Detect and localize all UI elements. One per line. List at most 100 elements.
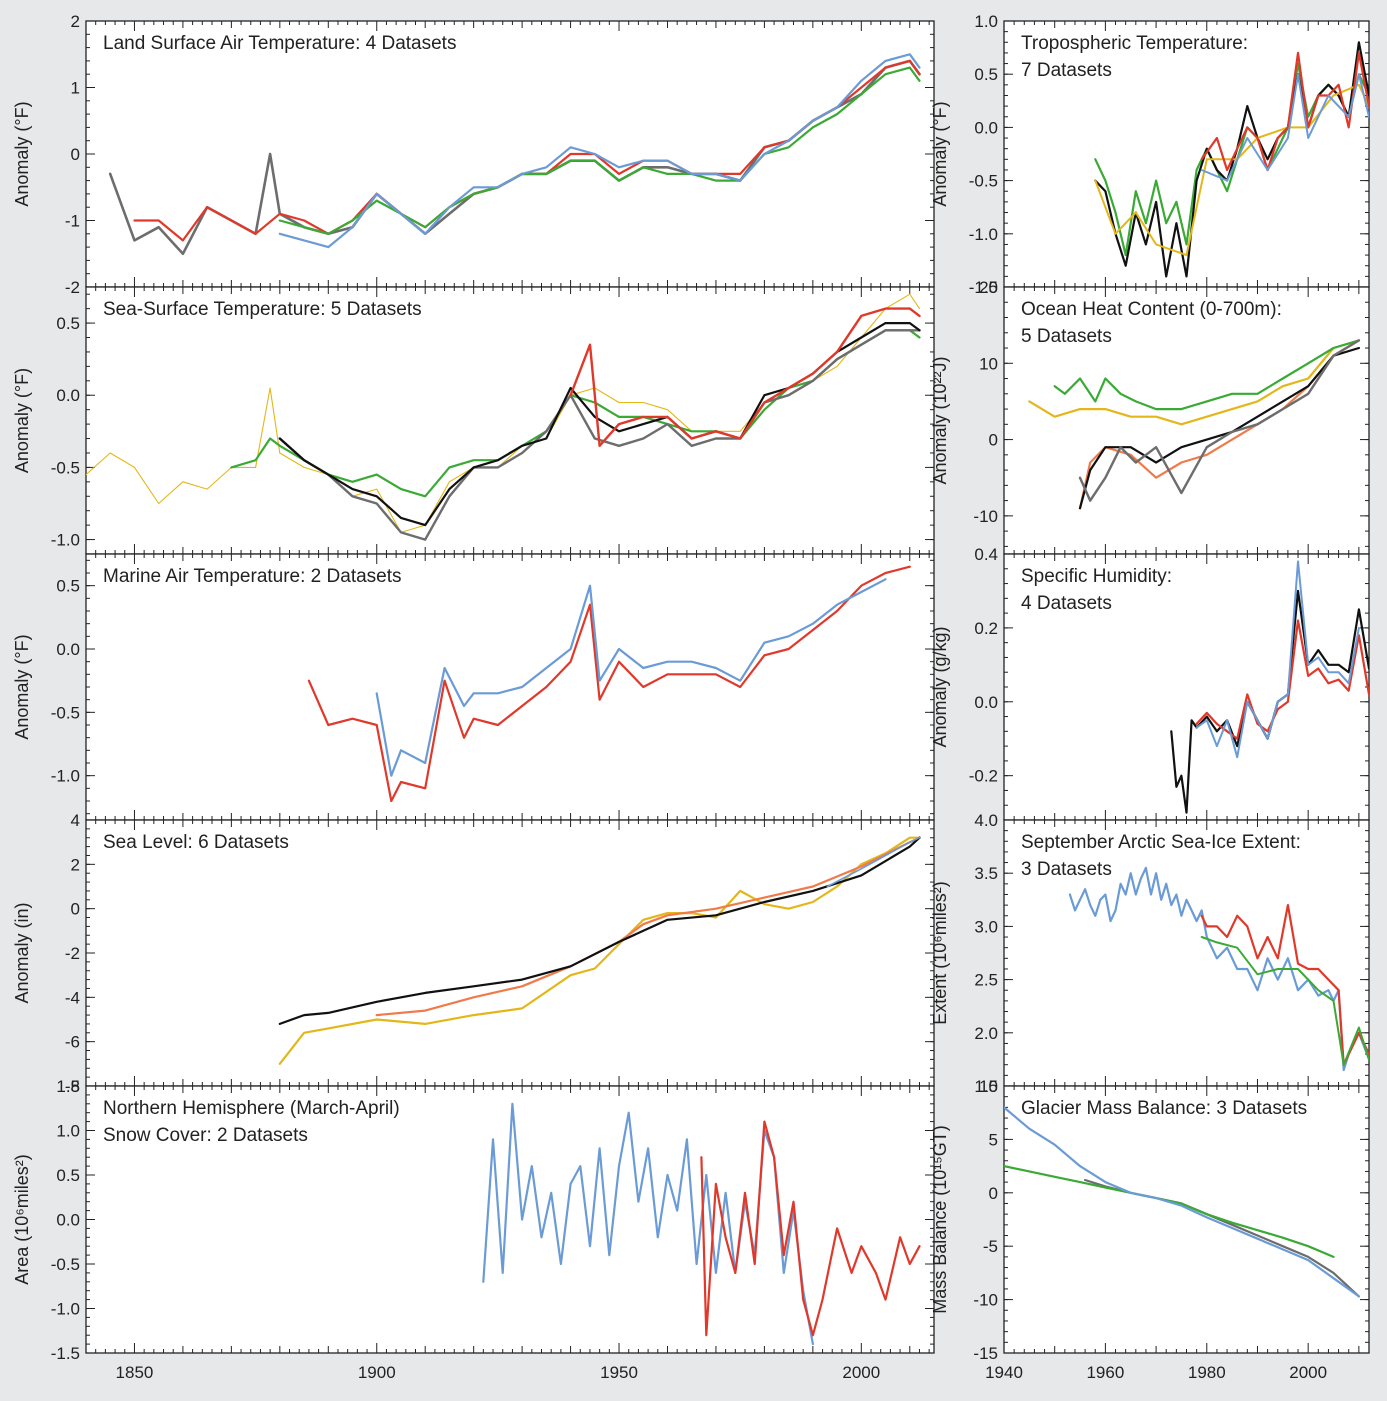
series-line-red — [1200, 51, 1369, 172]
y-axis-title-specific-humidity: Anomaly (g/kg) — [930, 626, 950, 747]
x-tick-label: 2000 — [1289, 1363, 1327, 1382]
series-line-red — [700, 1120, 921, 1337]
series-line-blue — [1068, 866, 1369, 1072]
plot-area-land-surface-air-temperature — [85, 20, 935, 288]
series-group-sea-surface-temperature — [86, 293, 921, 541]
y-tick-label: 0.0 — [56, 1211, 80, 1230]
y-tick-label: -2 — [65, 278, 80, 297]
x-ticks-ocean-heat-content — [1003, 287, 1370, 554]
series-line-green — [1053, 339, 1360, 411]
y-tick-label: -1.0 — [51, 1300, 80, 1319]
panel-nh-snow-cover: -1.5 -1.0 -0.5 0.0 0.5 1.0 1.5 Area (10⁶miles²)… — [12, 1077, 935, 1363]
y-tick-label: 0 — [71, 900, 80, 919]
plot-area-ocean-heat-content — [1003, 286, 1370, 555]
y-tick-label: 1.5 — [974, 1077, 998, 1096]
panel-title-tropospheric-temperature: Tropospheric Temperature: — [1021, 33, 1248, 54]
plot-area-sea-surface-temperature — [85, 286, 935, 555]
series-group-sea-level — [278, 836, 921, 1065]
x-ticks-nh-snow-cover — [85, 1086, 930, 1353]
y-tick-label: 1.0 — [974, 12, 998, 31]
series-line-yellow — [278, 836, 921, 1065]
y-tick-label: 10 — [979, 1077, 998, 1096]
panel-title-marine-air-temperature: Marine Air Temperature: 2 Datasets — [103, 566, 402, 587]
y-tick-label: 0 — [71, 145, 80, 164]
y-axis-title-september-arctic-sea-ice-extent: Extent (10⁶miles²) — [930, 881, 950, 1024]
y-tick-label: 0 — [989, 431, 998, 450]
y-axis-title-nh-snow-cover: Area (10⁶miles²) — [12, 1154, 32, 1284]
x-ticks-tropospheric-temperature — [1003, 21, 1370, 287]
x-tick-label: 1850 — [116, 1363, 154, 1382]
y-axis-september-arctic-sea-ice-extent: 1.5 2.0 2.5 3.0 3.5 4.0 — [974, 811, 1369, 1096]
y-tick-label: -1.0 — [51, 531, 80, 550]
series-line-green — [1200, 936, 1369, 1066]
x-tick-label: 1950 — [600, 1363, 638, 1382]
y-tick-label: -0.5 — [51, 703, 80, 722]
y-tick-label: 3.0 — [974, 917, 998, 936]
y-tick-label: -1 — [65, 212, 80, 231]
x-tick-label: 2000 — [842, 1363, 880, 1382]
series-group-land-surface-air-temperature — [108, 53, 921, 256]
x-ticks-sea-level — [85, 820, 930, 1086]
y-axis-title-glacier-mass-balance: Mass Balance (10¹⁵GT) — [930, 1125, 950, 1314]
y-axis-nh-snow-cover: -1.5 -1.0 -0.5 0.0 0.5 1.0 1.5 — [51, 1077, 934, 1363]
panel-title-tropospheric-temperature: 7 Datasets — [1021, 60, 1112, 81]
panel-title-nh-snow-cover: Northern Hemisphere (March-April) — [103, 1098, 400, 1119]
x-ticks-specific-humidity — [1003, 554, 1370, 820]
x-ticks-september-arctic-sea-ice-extent — [1003, 820, 1370, 1086]
y-tick-label: -0.5 — [51, 1255, 80, 1274]
panel-sea-surface-temperature: -1.0 -0.5 0.0 0.5 Anomaly (°F) Sea-Surface Te… — [12, 286, 935, 555]
y-tick-label: 0.0 — [974, 118, 998, 137]
y-axis-title-ocean-heat-content: Anomaly (10²²J) — [930, 356, 950, 484]
series-line-blue — [1004, 1106, 1360, 1298]
y-tick-label: 0 — [989, 1184, 998, 1203]
y-axis-title-tropospheric-temperature: Anomaly (°F) — [930, 101, 950, 206]
series-line-yellow — [1028, 339, 1360, 426]
y-tick-label: 2.5 — [974, 971, 998, 990]
x-tick-label: 1940 — [985, 1363, 1023, 1382]
y-axis-title-sea-surface-temperature: Anomaly (°F) — [12, 368, 32, 473]
panel-title-specific-humidity: Specific Humidity: — [1021, 566, 1172, 587]
y-tick-label: -10 — [973, 507, 998, 526]
x-tick-label: 1980 — [1188, 1363, 1226, 1382]
y-tick-label: 2 — [71, 855, 80, 874]
y-tick-label: 0.5 — [56, 577, 80, 596]
x-ticks-sea-surface-temperature — [85, 287, 930, 554]
panel-marine-air-temperature: -1.0 -0.5 0.0 0.5 Anomaly (°F) Marine Air Tem… — [12, 553, 935, 821]
y-tick-label: 1.5 — [56, 1077, 80, 1096]
y-axis-title-sea-level: Anomaly (in) — [12, 902, 32, 1003]
series-group-tropospheric-temperature — [1094, 41, 1369, 278]
y-tick-label: -2 — [65, 944, 80, 963]
y-tick-label: 0.4 — [974, 545, 998, 564]
series-line-red — [307, 565, 911, 803]
panel-title-ocean-heat-content: Ocean Heat Content (0-700m): — [1021, 299, 1282, 320]
panel-title-land-surface-air-temperature: Land Surface Air Temperature: 4 Datasets — [103, 33, 456, 54]
y-tick-label: -8 — [65, 1077, 80, 1096]
y-tick-label: 3.5 — [974, 864, 998, 883]
series-line-black — [1078, 346, 1360, 510]
y-axis-title-land-surface-air-temperature: Anomaly (°F) — [12, 101, 32, 206]
y-axis-ocean-heat-content: -10 0 10 20 — [973, 278, 1369, 547]
y-axis-glacier-mass-balance: -15 -10 -5 0 5 10 — [973, 1077, 1369, 1363]
series-line-blue — [1195, 560, 1360, 759]
y-tick-label: 0.5 — [56, 1166, 80, 1185]
y-tick-label: -1.0 — [969, 225, 998, 244]
panel-title-september-arctic-sea-ice-extent: September Arctic Sea-Ice Extent: — [1021, 832, 1301, 853]
panel-sea-level: -8 -6 -4 -2 0 2 4 Anomaly (in) Sea Level: 6 Data… — [12, 811, 935, 1096]
y-tick-label: 0.5 — [974, 65, 998, 84]
series-line-red — [1195, 619, 1369, 740]
series-line-blue — [375, 578, 887, 777]
y-tick-label: 5 — [989, 1130, 998, 1149]
x-ticks-land-surface-air-temperature — [85, 21, 930, 287]
y-tick-label: -0.5 — [51, 458, 80, 477]
x-axis-left: 1850 1900 1950 2000 — [116, 1363, 881, 1382]
series-line-blue — [1200, 73, 1369, 182]
panel-title-glacier-mass-balance: Glacier Mass Balance: 3 Datasets — [1021, 1098, 1307, 1119]
series-group-nh-snow-cover — [482, 1102, 921, 1346]
series-line-red — [569, 307, 921, 447]
y-tick-label: -0.5 — [969, 172, 998, 191]
series-line-gray — [1078, 339, 1361, 502]
x-axis-right: 1940 1960 1980 2000 — [985, 1363, 1327, 1382]
y-tick-label: 0.0 — [56, 640, 80, 659]
